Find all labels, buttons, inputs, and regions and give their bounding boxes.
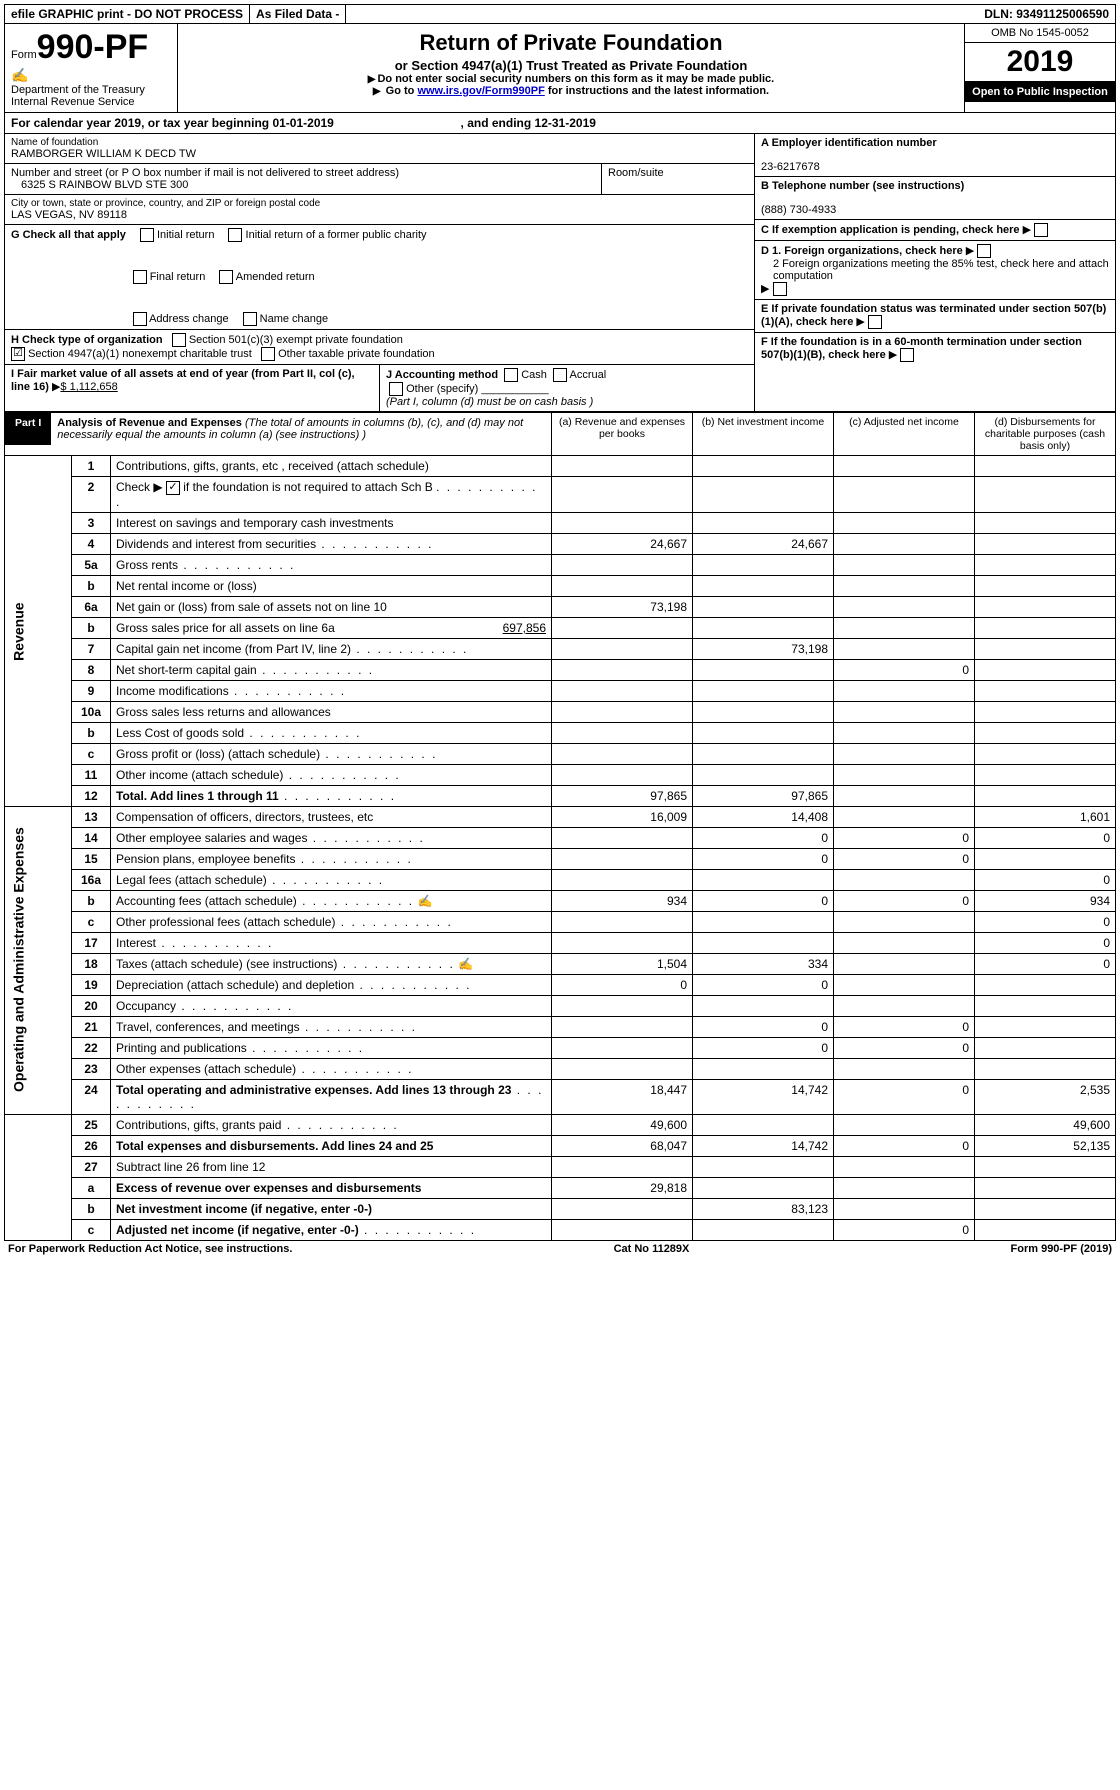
top-bar: efile GRAPHIC print - DO NOT PROCESS As … — [4, 4, 1116, 24]
page-footer: For Paperwork Reduction Act Notice, see … — [4, 1241, 1116, 1257]
address-cell: Number and street (or P O box number if … — [5, 164, 602, 194]
form-header: Form990-PF ✍ Department of the Treasury … — [4, 24, 1116, 113]
col-d-head: (d) Disbursements for charitable purpose… — [975, 413, 1116, 456]
dept-label: Department of the Treasury — [11, 84, 171, 96]
chk-c[interactable] — [1034, 223, 1048, 237]
instr-2: Go to www.irs.gov/Form990PF for instruct… — [184, 85, 958, 97]
city-cell: City or town, state or province, country… — [5, 195, 754, 225]
instr-1: Do not enter social security numbers on … — [184, 73, 958, 85]
phone-cell: B Telephone number (see instructions) (8… — [755, 177, 1115, 220]
e-cell: E If private foundation status was termi… — [755, 300, 1115, 333]
h-row: H Check type of organization Section 501… — [5, 330, 754, 365]
dln-label: DLN: 93491125006590 — [978, 5, 1115, 23]
foundation-name-cell: Name of foundation RAMBORGER WILLIAM K D… — [5, 134, 754, 164]
chk-final[interactable] — [133, 270, 147, 284]
form-prefix: Form — [11, 49, 37, 61]
info-right: A Employer identification number 23-6217… — [754, 134, 1115, 411]
efile-label: efile GRAPHIC print - DO NOT PROCESS — [5, 5, 250, 23]
line-2-desc: Check ▶ ✓ if the foundation is not requi… — [111, 477, 552, 513]
irs-link[interactable]: www.irs.gov/Form990PF — [417, 85, 544, 97]
f-cell: F If the foundation is in a 60-month ter… — [755, 333, 1115, 365]
irs-label: Internal Revenue Service — [11, 96, 171, 108]
calendar-year-row: For calendar year 2019, or tax year begi… — [4, 113, 1116, 134]
header-center: Return of Private Foundation or Section … — [178, 24, 964, 112]
chk-d2[interactable] — [773, 282, 787, 296]
g-row: G Check all that apply Initial return In… — [5, 225, 754, 330]
chk-amended[interactable] — [219, 270, 233, 284]
chk-cash[interactable] — [504, 368, 518, 382]
g-label: G Check all that apply — [11, 229, 126, 241]
d-cell: D 1. Foreign organizations, check here ▶… — [755, 241, 1115, 300]
chk-addrchg[interactable] — [133, 312, 147, 326]
part1-desc: Analysis of Revenue and Expenses (The to… — [51, 413, 551, 445]
filed-label: As Filed Data - — [250, 5, 346, 23]
chk-schb[interactable]: ✓ — [166, 481, 180, 495]
chk-4947[interactable]: ☑ — [11, 347, 25, 361]
chk-initial-former[interactable] — [228, 228, 242, 242]
inspection-label: Open to Public Inspection — [965, 82, 1115, 102]
chk-other-acct[interactable] — [389, 382, 403, 396]
chk-d1[interactable] — [977, 244, 991, 258]
header-left: Form990-PF ✍ Department of the Treasury … — [5, 24, 178, 112]
attachment-icon[interactable]: ✍ — [458, 957, 473, 971]
form-subtitle: or Section 4947(a)(1) Trust Treated as P… — [184, 58, 958, 73]
omb-label: OMB No 1545-0052 — [965, 24, 1115, 42]
ein-cell: A Employer identification number 23-6217… — [755, 134, 1115, 177]
form-number: Form990-PF — [11, 28, 171, 67]
expenses-sidehead: Operating and Administrative Expenses — [5, 806, 72, 1114]
col-b-head: (b) Net investment income — [693, 413, 834, 456]
info-grid: Name of foundation RAMBORGER WILLIAM K D… — [4, 134, 1116, 412]
info-left: Name of foundation RAMBORGER WILLIAM K D… — [5, 134, 754, 411]
footer-left: For Paperwork Reduction Act Notice, see … — [8, 1243, 292, 1255]
header-right: OMB No 1545-0052 2019 Open to Public Ins… — [964, 24, 1115, 112]
form-title: Return of Private Foundation — [184, 30, 958, 56]
i-cell: I Fair market value of all assets at end… — [5, 365, 380, 411]
chk-initial[interactable] — [140, 228, 154, 242]
chk-other-tax[interactable] — [261, 347, 275, 361]
chk-accrual[interactable] — [553, 368, 567, 382]
c-cell: C If exemption application is pending, c… — [755, 220, 1115, 241]
line-desc: Contributions, gifts, grants, etc , rece… — [111, 456, 552, 477]
col-c-head: (c) Adjusted net income — [834, 413, 975, 456]
revenue-sidehead: Revenue — [5, 456, 72, 807]
chk-501c3[interactable] — [172, 333, 186, 347]
part1-table: Part I Analysis of Revenue and Expenses … — [4, 412, 1116, 1241]
chk-f[interactable] — [900, 348, 914, 362]
col-a-head: (a) Revenue and expenses per books — [552, 413, 693, 456]
chk-namechg[interactable] — [243, 312, 257, 326]
attachment-icon[interactable]: ✍ — [417, 894, 432, 908]
footer-right: Form 990-PF (2019) — [1011, 1243, 1112, 1255]
part1-tag: Part I — [5, 413, 51, 445]
footer-mid: Cat No 11289X — [614, 1243, 690, 1255]
line-num: 1 — [72, 456, 111, 477]
form-num-bold: 990-PF — [37, 28, 149, 66]
room-cell: Room/suite — [602, 164, 754, 194]
tax-year: 2019 — [965, 42, 1115, 82]
j-cell: J Accounting method Cash Accrual Other (… — [380, 365, 754, 411]
chk-e[interactable] — [868, 315, 882, 329]
